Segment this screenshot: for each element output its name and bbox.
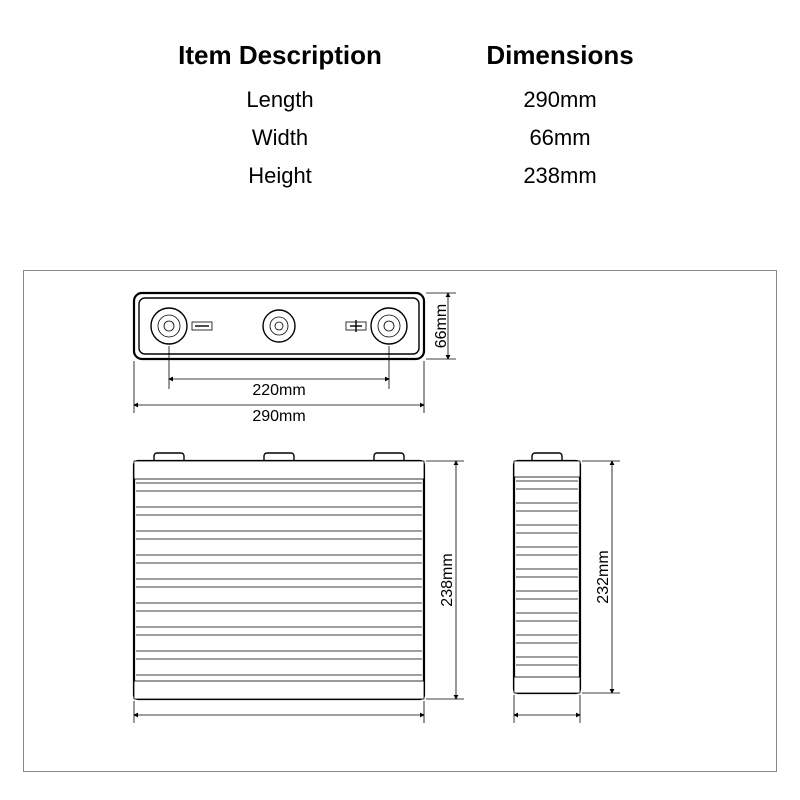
value-height: 238mm [420,157,700,195]
spec-header-row: Item Description Dimensions [140,40,700,81]
drawing-svg: 220mm 290mm 66mm [24,271,778,773]
dim-238mm: 238mm [439,553,456,606]
spec-table: Item Description Dimensions Length 290mm… [140,40,700,195]
dim-290mm: 290mm [252,408,305,425]
label-length: Length [140,81,420,119]
top-view: 220mm 290mm 66mm [134,293,456,425]
dim-232mm: 232mm [595,550,612,603]
spec-row-length: Length 290mm [140,81,700,119]
spec-row-width: Width 66mm [140,119,700,157]
front-view: 238mm [134,453,464,723]
dim-220mm: 220mm [252,382,305,399]
dim-66mm: 66mm [433,304,450,348]
header-dimensions: Dimensions [420,40,700,81]
side-view: 232mm [514,453,620,723]
header-item-description: Item Description [140,40,420,81]
value-length: 290mm [420,81,700,119]
value-width: 66mm [420,119,700,157]
center-vent [263,310,295,342]
label-width: Width [140,119,420,157]
technical-drawing: 220mm 290mm 66mm [23,270,777,772]
spec-row-height: Height 238mm [140,157,700,195]
label-height: Height [140,157,420,195]
